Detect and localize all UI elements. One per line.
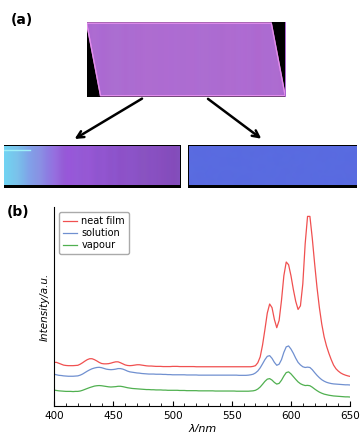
solution [52,372,56,377]
Text: (a): (a) [11,13,33,27]
neat film [348,374,352,379]
vapour [128,385,132,391]
solution [192,372,196,378]
Line: vapour: vapour [54,372,350,397]
vapour [192,388,196,393]
neat film [234,364,239,369]
Polygon shape [271,23,285,96]
Line: neat film: neat film [54,216,350,376]
vapour [286,369,291,375]
solution [128,369,132,375]
vapour [71,389,75,394]
neat film [71,363,75,368]
solution [234,372,239,378]
Bar [87,22,285,23]
vapour [52,388,56,393]
neat film [305,214,310,219]
solution [286,343,291,349]
X-axis label: λ/nm: λ/nm [188,424,216,432]
vapour [248,388,253,394]
neat film [248,364,253,369]
solution [348,382,352,388]
solution [248,372,253,378]
Legend: neat film, solution, vapour: neat film, solution, vapour [59,212,129,254]
neat film [192,364,196,369]
Bar [87,96,285,97]
neat film [227,364,231,369]
Text: (b): (b) [7,205,30,219]
neat film [52,360,56,365]
vapour [348,394,352,400]
vapour [227,388,231,394]
Line: solution: solution [54,346,350,385]
Polygon shape [87,23,100,97]
solution [71,374,75,379]
solution [227,372,231,378]
Y-axis label: Intensity/a.u.: Intensity/a.u. [40,273,50,341]
vapour [234,389,239,394]
neat film [128,363,132,368]
